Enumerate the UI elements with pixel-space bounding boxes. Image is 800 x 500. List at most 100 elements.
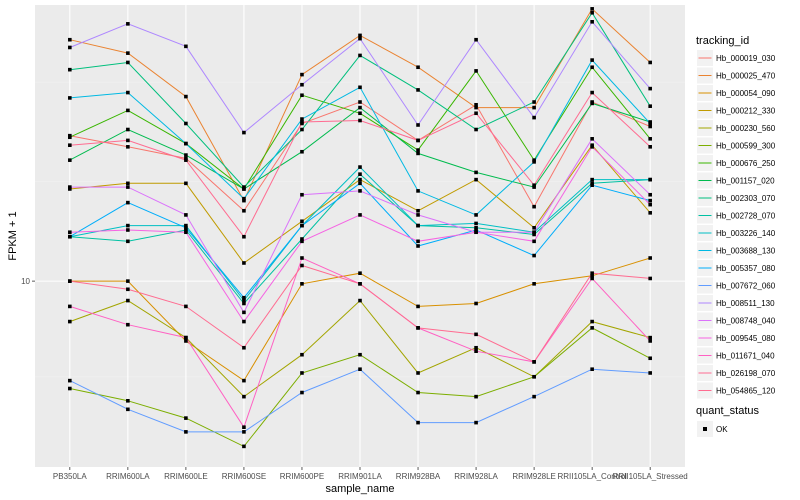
- data-point-Hb_002728_070: [300, 237, 304, 241]
- data-point-Hb_003688_130: [300, 117, 304, 121]
- data-point-Hb_026198_070: [68, 279, 72, 283]
- data-point-Hb_000676_250: [300, 93, 304, 98]
- data-point-Hb_000054_090: [474, 301, 478, 306]
- data-point-Hb_003226_140: [648, 177, 652, 182]
- data-point-Hb_001157_020: [358, 105, 362, 110]
- data-point-Hb_000025_470: [590, 7, 594, 11]
- data-point-Hb_000230_560: [126, 298, 130, 303]
- data-point-Hb_054865_120: [126, 138, 130, 143]
- data-point-Hb_011671_040: [126, 322, 130, 327]
- data-point-Hb_026198_070: [358, 282, 362, 286]
- data-point-Hb_011671_040: [300, 256, 304, 260]
- y-axis-ticks: 10: [21, 277, 35, 286]
- data-point-Hb_009545_080: [300, 239, 304, 244]
- x-tick-label: RRIM600PE: [280, 472, 324, 481]
- data-point-Hb_000230_560: [474, 345, 478, 350]
- data-point-Hb_000019_030: [532, 204, 536, 209]
- data-point-Hb_000676_250: [68, 135, 72, 140]
- data-point-Hb_000599_300: [474, 394, 478, 399]
- data-point-Hb_000212_330: [416, 208, 420, 213]
- data-point-Hb_000599_300: [648, 356, 652, 361]
- data-point-Hb_002303_070: [242, 185, 246, 189]
- data-point-Hb_000676_250: [358, 111, 362, 116]
- data-point-Hb_000054_090: [300, 282, 304, 286]
- data-point-Hb_005357_080: [68, 234, 72, 239]
- legend-title-quant-status: quant_status: [696, 405, 759, 417]
- data-point-Hb_009545_080: [242, 319, 246, 324]
- x-tick-label: RRIM600LE: [164, 472, 208, 481]
- legend-label: Hb_000054_090: [716, 89, 776, 98]
- data-point-Hb_005357_080: [648, 198, 652, 203]
- data-point-Hb_009545_080: [474, 230, 478, 235]
- data-point-Hb_008748_040: [184, 213, 188, 217]
- data-point-Hb_003226_140: [358, 165, 362, 169]
- data-point-Hb_008748_040: [242, 310, 246, 315]
- data-point-Hb_000054_090: [184, 339, 188, 343]
- legend-label-ok: OK: [716, 425, 728, 434]
- data-point-Hb_000599_300: [242, 444, 246, 449]
- data-point-Hb_003688_130: [68, 96, 72, 100]
- data-point-Hb_000212_330: [300, 219, 304, 224]
- legend-label: Hb_000019_030: [716, 54, 776, 63]
- data-point-Hb_054865_120: [358, 118, 362, 123]
- data-point-Hb_000676_250: [416, 148, 420, 152]
- data-point-Hb_000599_300: [358, 352, 362, 357]
- data-point-Hb_000054_090: [648, 256, 652, 260]
- legend-label: Hb_008748_040: [716, 317, 776, 326]
- legend-label: Hb_054865_120: [716, 387, 776, 396]
- data-point-Hb_007672_060: [474, 420, 478, 425]
- data-point-Hb_002303_070: [648, 104, 652, 108]
- legend-label: Hb_009545_080: [716, 334, 776, 343]
- data-point-Hb_000212_330: [126, 181, 130, 186]
- data-point-Hb_000212_330: [532, 225, 536, 230]
- data-point-Hb_000025_470: [474, 105, 478, 110]
- data-point-Hb_005357_080: [532, 253, 536, 258]
- data-points: [68, 7, 652, 449]
- data-point-Hb_000230_560: [242, 394, 246, 399]
- data-point-Hb_003226_140: [416, 223, 420, 228]
- data-point-Hb_005357_080: [474, 228, 478, 232]
- data-point-Hb_008748_040: [358, 189, 362, 193]
- x-tick-label: PB350LA: [53, 472, 87, 481]
- data-point-Hb_008511_130: [416, 123, 420, 127]
- data-point-Hb_003688_130: [358, 85, 362, 90]
- legend-label: Hb_011671_040: [716, 352, 775, 361]
- data-point-Hb_000019_030: [358, 100, 362, 104]
- data-point-Hb_009545_080: [358, 213, 362, 217]
- legend-label: Hb_002728_070: [716, 212, 776, 221]
- legend-label: Hb_007672_060: [716, 282, 776, 291]
- data-point-Hb_003688_130: [184, 141, 188, 146]
- data-point-Hb_000230_560: [648, 335, 652, 340]
- data-point-Hb_000025_470: [648, 60, 652, 65]
- data-point-Hb_001157_020: [416, 151, 420, 156]
- data-point-Hb_000599_300: [590, 326, 594, 330]
- data-point-Hb_008511_130: [184, 44, 188, 49]
- data-point-Hb_007672_060: [242, 430, 246, 434]
- x-tick-label: RRII105LA_Stressed: [613, 472, 688, 481]
- data-point-Hb_000599_300: [300, 371, 304, 375]
- data-point-Hb_000025_470: [242, 198, 246, 203]
- data-point-Hb_001157_020: [590, 101, 594, 106]
- data-point-Hb_003688_130: [474, 213, 478, 217]
- data-point-Hb_003226_140: [474, 221, 478, 226]
- data-point-Hb_009545_080: [184, 230, 188, 235]
- data-point-Hb_002303_070: [300, 127, 304, 132]
- data-point-Hb_005357_080: [242, 295, 246, 300]
- data-point-Hb_002303_070: [126, 60, 130, 65]
- data-point-Hb_009545_080: [416, 239, 420, 244]
- data-point-Hb_003688_130: [416, 189, 420, 193]
- data-point-Hb_011671_040: [68, 304, 72, 309]
- x-tick-label: RRIM600SE: [222, 472, 266, 481]
- data-point-Hb_008748_040: [126, 185, 130, 189]
- data-point-Hb_054865_120: [648, 145, 652, 149]
- x-tick-label: RRIM928BA: [396, 472, 441, 481]
- data-point-Hb_026198_070: [416, 326, 420, 330]
- data-point-Hb_001157_020: [68, 158, 72, 162]
- data-point-Hb_008511_130: [300, 82, 304, 87]
- data-point-Hb_000212_330: [358, 177, 362, 182]
- data-point-Hb_000212_330: [474, 177, 478, 182]
- data-point-Hb_002728_070: [474, 225, 478, 230]
- data-point-Hb_000676_250: [648, 137, 652, 141]
- data-point-Hb_026198_070: [184, 304, 188, 309]
- data-point-Hb_002303_070: [358, 53, 362, 58]
